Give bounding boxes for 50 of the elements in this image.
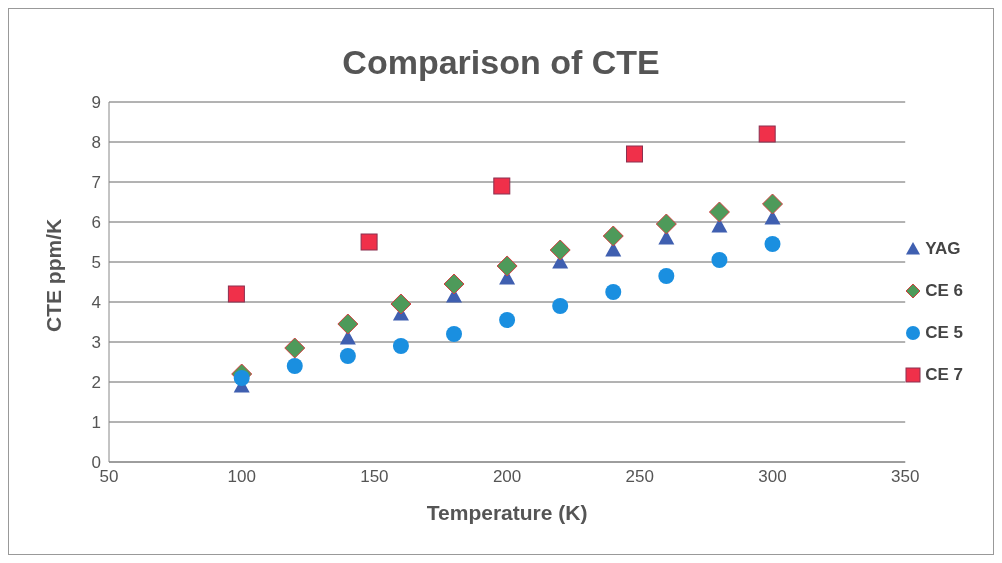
point [496, 255, 518, 277]
y-tick-label: 3 [91, 333, 101, 353]
point [552, 298, 569, 314]
x-tick-label: 250 [625, 467, 654, 487]
point [443, 273, 465, 295]
y-tick-label: 5 [91, 253, 101, 273]
point [549, 239, 571, 261]
point [625, 145, 643, 163]
legend-label: CE 5 [925, 323, 963, 343]
y-tick-label: 8 [91, 133, 101, 153]
point [390, 293, 412, 315]
point [758, 125, 776, 143]
point [284, 337, 306, 359]
chart-title: Comparison of CTE [341, 43, 661, 82]
y-tick-label: 0 [91, 453, 101, 473]
point [337, 313, 359, 335]
point [658, 268, 675, 284]
x-axis-title: Temperature (K) [426, 501, 588, 524]
point [493, 177, 511, 195]
legend-label: YAG [925, 239, 961, 259]
point [711, 252, 728, 268]
point [708, 201, 730, 223]
y-tick-label: 6 [91, 213, 101, 233]
point [605, 284, 622, 300]
point [286, 358, 303, 374]
x-tick-label: 350 [891, 467, 920, 487]
legend-label: CE 6 [925, 281, 963, 301]
y-tick-label: 2 [91, 373, 101, 393]
point [655, 213, 677, 235]
point [446, 326, 463, 342]
point [499, 312, 516, 328]
point [233, 370, 250, 386]
point [602, 225, 624, 247]
y-axis-title: CTE ppm/K [42, 218, 66, 332]
y-tick-label: 9 [91, 93, 101, 113]
x-tick-label: 200 [492, 467, 522, 487]
point [360, 233, 378, 251]
point [764, 236, 781, 252]
y-tick-label: 4 [91, 293, 101, 313]
point [339, 348, 356, 364]
legend-label: CE 7 [925, 365, 963, 385]
x-tick-label: 150 [360, 467, 389, 487]
x-tick-label: 300 [758, 467, 787, 487]
point [392, 338, 409, 354]
y-tick-label: 7 [91, 173, 101, 193]
y-tick-label: 1 [91, 413, 101, 433]
x-tick-label: 50 [99, 467, 119, 487]
x-tick-label: 100 [227, 467, 256, 487]
point [227, 285, 245, 303]
point [762, 193, 783, 215]
